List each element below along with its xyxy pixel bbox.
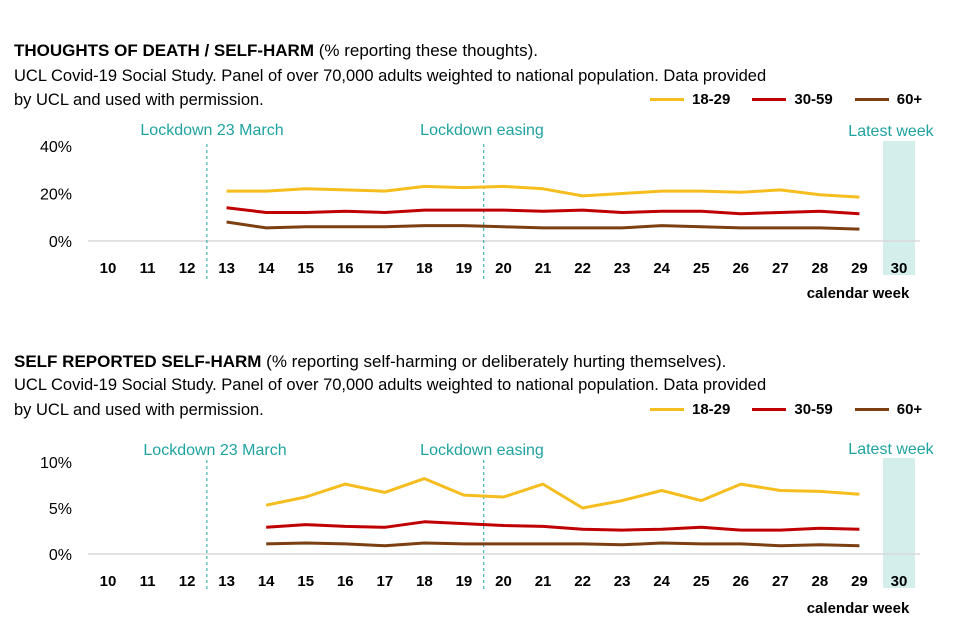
x-tick-label: 10: [100, 260, 117, 277]
chart-title-bold: THOUGHTS OF DEATH / SELF-HARM: [14, 41, 314, 60]
panel-thoughts-of-death: THOUGHTS OF DEATH / SELF-HARM (% reporti…: [14, 41, 922, 109]
chart-subtitle-line-2: by UCL and used with permission.: [14, 401, 264, 419]
x-tick-label: 25: [693, 260, 710, 277]
legend-item-60-plus: 60+: [854, 91, 923, 108]
legend-swatch-30-59: [752, 98, 787, 101]
y-tick-label: 0%: [49, 547, 72, 564]
legend-swatch-60-plus: [854, 408, 889, 411]
x-tick-label: 19: [456, 260, 473, 277]
x-tick-label: 24: [653, 260, 670, 277]
chart-title-bold: SELF REPORTED SELF-HARM: [14, 352, 262, 371]
legend-label-60-plus: 60+: [896, 401, 923, 418]
latest-week-annotation: Latest week: [848, 123, 934, 140]
x-tick-label: 30: [891, 260, 908, 277]
chart-title: THOUGHTS OF DEATH / SELF-HARM (% reporti…: [14, 41, 538, 61]
panel-self-harm: SELF REPORTED SELF-HARM (% reporting sel…: [0, 320, 960, 640]
chart-legend: 18-29 30-59 60+: [650, 91, 922, 108]
chart-self-harm: 0% 5% 10% 10 11 12 13 14 15 16 17 18 19 20 21 22 23 24 25 2…: [40, 441, 935, 617]
chart-title-rest: (% reporting self-harming or deliberatel…: [261, 352, 727, 371]
latest-week-band: [883, 458, 915, 588]
x-tick-label: 30: [891, 573, 908, 590]
y-tick-label: 0%: [49, 234, 72, 251]
x-tick-label: 26: [732, 573, 749, 590]
x-tick-label: 12: [179, 260, 196, 277]
legend-swatch-60-plus: [854, 98, 889, 101]
y-tick-label: 20%: [40, 187, 72, 204]
legend-swatch-18-29: [650, 98, 684, 101]
x-tick-label: 19: [456, 573, 473, 590]
x-tick-label: 14: [258, 573, 275, 590]
y-tick-label: 40%: [40, 139, 72, 156]
x-tick-label: 28: [812, 573, 829, 590]
x-tick-label: 11: [140, 573, 156, 590]
legend-swatch-30-59: [752, 408, 787, 411]
x-tick-label: 29: [851, 573, 868, 590]
x-tick-label: 11: [140, 260, 156, 277]
series-line-18-29: [265, 477, 860, 510]
legend-item-18-29: 18-29: [650, 91, 730, 108]
x-axis-title: calendar week: [807, 600, 910, 617]
x-tick-label: 27: [772, 260, 789, 277]
x-tick-label: 25: [693, 573, 710, 590]
legend-item-60-plus: 60+: [854, 401, 923, 418]
legend-label-30-59: 30-59: [794, 401, 833, 418]
x-tick-label: 26: [732, 260, 749, 277]
series-line-30-59: [266, 520, 860, 532]
lockdown-annotation: Lockdown 23 March: [143, 442, 286, 459]
legend-label-18-29: 18-29: [692, 401, 731, 418]
series-line-18-29: [226, 184, 860, 199]
x-tick-label: 15: [297, 260, 314, 277]
x-tick-label: 14: [258, 260, 275, 277]
chart-title: SELF REPORTED SELF-HARM (% reporting sel…: [14, 352, 726, 372]
y-tick-label: 10%: [40, 455, 72, 472]
legend-item-30-59: 30-59: [752, 401, 833, 418]
legend-label-60-plus: 60+: [896, 91, 923, 108]
x-tick-label: 15: [297, 573, 314, 590]
x-tick-label: 17: [377, 573, 394, 590]
chart-legend: 18-29 30-59 60+: [650, 401, 922, 418]
easing-annotation: Lockdown easing: [420, 122, 544, 139]
chart-subtitle-line-1: UCL Covid-19 Social Study. Panel of over…: [14, 67, 767, 85]
x-tick-label: 18: [416, 573, 433, 590]
x-tick-label: 21: [535, 573, 552, 590]
x-tick-label: 17: [377, 260, 394, 277]
x-tick-label: 16: [337, 260, 354, 277]
x-tick-label: 10: [100, 573, 117, 590]
x-tick-label: 13: [218, 260, 235, 277]
x-tick-label: 12: [179, 573, 196, 590]
x-tick-label: 24: [653, 573, 670, 590]
x-tick-label: 21: [535, 260, 552, 277]
chart-title-rest: (% reporting these thoughts).: [314, 41, 538, 60]
x-tick-label: 16: [337, 573, 354, 590]
easing-annotation: Lockdown easing: [420, 442, 544, 459]
legend-label-30-59: 30-59: [794, 91, 833, 108]
legend-item-18-29: 18-29: [650, 401, 730, 418]
x-tick-label: 27: [772, 573, 789, 590]
legend-item-30-59: 30-59: [752, 91, 833, 108]
chart-subtitle-line-1: UCL Covid-19 Social Study. Panel of over…: [14, 376, 767, 394]
x-tick-label: 22: [574, 573, 591, 590]
x-tick-label: 23: [614, 260, 631, 277]
x-tick-label: 13: [218, 573, 235, 590]
x-tick-label: 18: [416, 260, 433, 277]
chart-subtitle-line-2: by UCL and used with permission.: [14, 91, 264, 109]
legend-label-18-29: 18-29: [692, 91, 731, 108]
latest-week-band: [883, 141, 915, 275]
x-tick-label: 20: [495, 573, 512, 590]
x-tick-label: 20: [495, 260, 512, 277]
x-tick-label: 28: [812, 260, 829, 277]
legend-swatch-18-29: [650, 408, 684, 411]
x-tick-label: 29: [851, 260, 868, 277]
x-axis-title: calendar week: [807, 285, 910, 302]
x-tick-label: 22: [574, 260, 591, 277]
series-line-60-plus: [266, 541, 860, 548]
x-tick-label: 23: [614, 573, 631, 590]
lockdown-annotation: Lockdown 23 March: [140, 122, 283, 139]
latest-week-annotation: Latest week: [848, 441, 934, 458]
y-tick-label: 5%: [49, 501, 72, 518]
series-line-30-59: [226, 206, 860, 216]
chart-thoughts-of-death: 0% 20% 40% 10 11 12 13 14 15 16 17 18 19 20 21 22 23 24 25…: [40, 122, 935, 302]
series-line-60-plus: [226, 220, 860, 231]
